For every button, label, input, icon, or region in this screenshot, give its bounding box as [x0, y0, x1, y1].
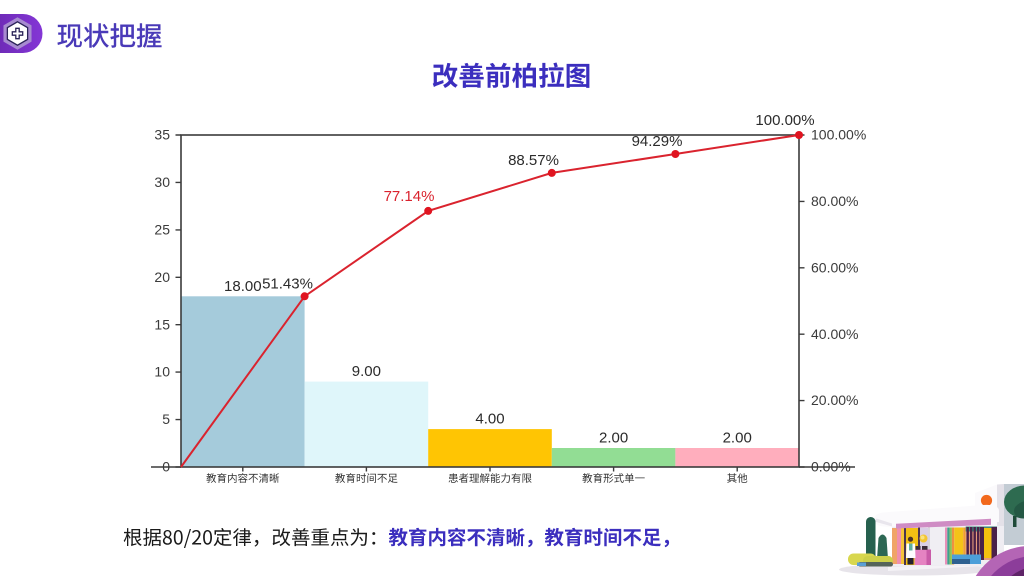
svg-text:4.00: 4.00 [475, 411, 504, 428]
svg-text:88.57%: 88.57% [508, 152, 559, 169]
svg-text:15: 15 [154, 316, 170, 332]
svg-text:9.00: 9.00 [352, 363, 381, 380]
svg-text:0: 0 [162, 459, 170, 475]
svg-text:60.00%: 60.00% [811, 259, 858, 275]
svg-text:94.29%: 94.29% [632, 133, 683, 150]
svg-text:35: 35 [154, 127, 170, 143]
svg-text:2.00: 2.00 [723, 430, 752, 447]
svg-text:100.00%: 100.00% [811, 127, 866, 143]
svg-text:5: 5 [162, 411, 170, 427]
svg-text:40.00%: 40.00% [811, 326, 858, 342]
svg-text:77.14%: 77.14% [384, 188, 435, 205]
svg-text:0.00%: 0.00% [811, 459, 851, 475]
svg-text:2.00: 2.00 [599, 430, 628, 447]
svg-text:51.43%: 51.43% [262, 276, 313, 293]
svg-text:20: 20 [154, 269, 170, 285]
svg-text:25: 25 [154, 222, 170, 238]
svg-text:80.00%: 80.00% [811, 193, 858, 209]
svg-text:10: 10 [154, 364, 170, 380]
svg-text:100.00%: 100.00% [755, 112, 814, 129]
svg-text:30: 30 [154, 174, 170, 190]
svg-text:20.00%: 20.00% [811, 392, 858, 408]
svg-text:18.00: 18.00 [224, 278, 262, 295]
